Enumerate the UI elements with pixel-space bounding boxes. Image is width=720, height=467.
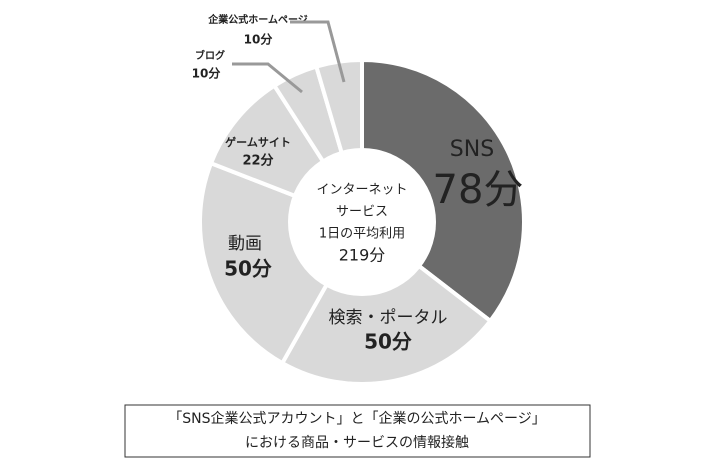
category-label: 検索・ポータル xyxy=(329,308,448,328)
center-label: 1日の平均利用 xyxy=(319,227,405,242)
category-label: SNS xyxy=(450,137,494,162)
category-label: 企業公式ホームページ xyxy=(207,13,308,26)
value-label: 50分 xyxy=(224,257,272,281)
category-label: 動画 xyxy=(228,234,262,254)
center-label: インターネット xyxy=(316,183,407,198)
caption: における商品・サービスの情報接触 xyxy=(245,434,469,451)
leader-line xyxy=(290,20,346,83)
value-label: 50分 xyxy=(364,330,412,354)
value-label: 10分 xyxy=(244,32,273,47)
category-label: ブログ xyxy=(195,49,225,62)
center-label: サービス xyxy=(336,205,388,220)
value-label: 22分 xyxy=(242,153,273,169)
donut-segment xyxy=(360,57,526,324)
value-label: 78分 xyxy=(433,167,524,213)
category-label: ゲームサイト xyxy=(225,135,291,149)
center-label: 219分 xyxy=(339,246,386,265)
donut-segment xyxy=(279,219,494,386)
donut-hole xyxy=(288,148,436,296)
leader-line xyxy=(232,62,303,94)
caption-box xyxy=(124,404,591,458)
value-label: 10分 xyxy=(192,66,221,81)
caption: 「SNS企業公式アカウント」と「企業の公式ホームページ」 xyxy=(168,410,546,427)
